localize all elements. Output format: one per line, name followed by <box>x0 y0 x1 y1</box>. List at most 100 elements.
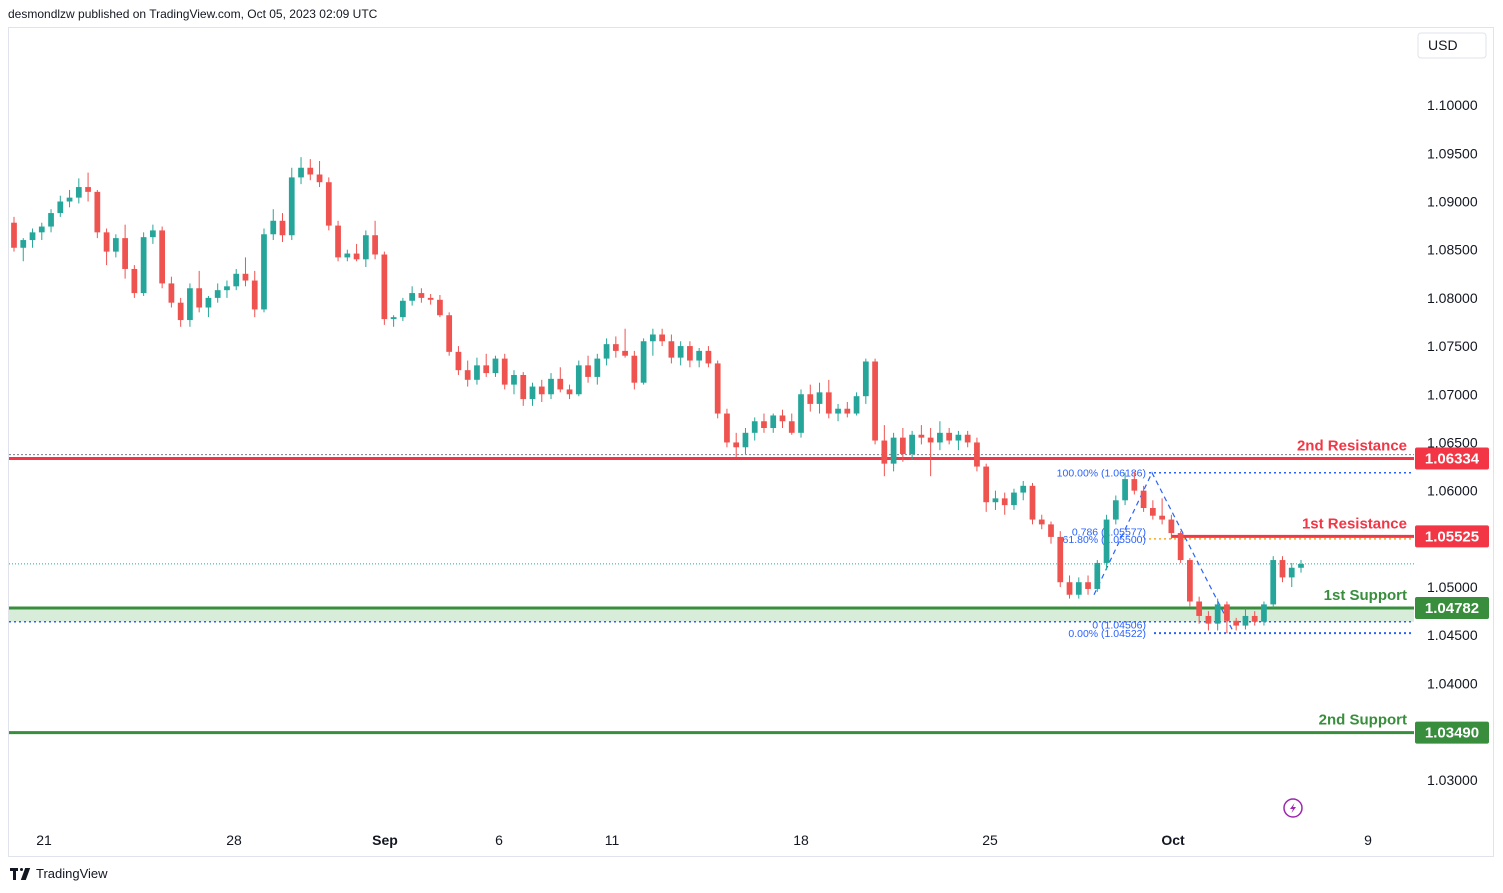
candle[interactable] <box>372 220 378 260</box>
candle[interactable] <box>640 338 647 385</box>
candle[interactable] <box>94 189 101 239</box>
candle[interactable] <box>381 251 388 325</box>
candle[interactable] <box>807 384 814 412</box>
candle[interactable] <box>1075 577 1082 599</box>
lightning-icon[interactable] <box>1283 798 1303 818</box>
candle[interactable] <box>474 357 480 385</box>
candle[interactable] <box>501 353 508 390</box>
candle[interactable] <box>11 216 17 252</box>
candle[interactable] <box>798 389 804 438</box>
candle[interactable] <box>242 257 249 287</box>
candle[interactable] <box>927 428 934 477</box>
candle[interactable] <box>251 270 258 318</box>
candle[interactable] <box>464 360 471 387</box>
candle[interactable] <box>881 425 888 477</box>
candle[interactable] <box>1279 556 1286 583</box>
candle[interactable] <box>122 224 128 279</box>
candle[interactable] <box>335 220 341 262</box>
candle[interactable] <box>955 430 962 451</box>
candle[interactable] <box>409 286 416 306</box>
candle[interactable] <box>1242 608 1249 630</box>
candle[interactable] <box>400 297 406 322</box>
price-chart[interactable]: 100.00% (1.06186)0.786 (1.05577)61.80% (… <box>9 28 1493 856</box>
candle[interactable] <box>455 346 462 375</box>
candle[interactable] <box>353 243 360 262</box>
candle[interactable] <box>844 401 851 418</box>
candle[interactable] <box>362 230 369 268</box>
candle[interactable] <box>946 428 953 445</box>
candle[interactable] <box>75 178 82 204</box>
candle[interactable] <box>937 421 943 451</box>
time-axis[interactable]: 21 28 Sep 6 11 18 25 Oct 9 <box>36 832 1372 848</box>
candle[interactable] <box>1233 617 1240 631</box>
candle[interactable] <box>742 428 749 455</box>
candle[interactable] <box>631 350 638 390</box>
candle[interactable] <box>1168 514 1175 539</box>
candle[interactable] <box>825 379 832 419</box>
candle[interactable] <box>1057 531 1064 588</box>
candle[interactable] <box>594 353 601 385</box>
candle[interactable] <box>538 379 545 402</box>
candle[interactable] <box>1224 601 1230 634</box>
candle[interactable] <box>1205 611 1212 631</box>
candle[interactable] <box>159 226 166 289</box>
candle[interactable] <box>529 382 536 406</box>
candle[interactable] <box>1149 500 1156 520</box>
candle[interactable] <box>390 315 397 327</box>
candle[interactable] <box>437 294 443 318</box>
candle[interactable] <box>325 177 332 231</box>
candle[interactable] <box>983 463 990 512</box>
candle[interactable] <box>687 341 693 368</box>
candle[interactable] <box>835 403 841 422</box>
candle[interactable] <box>1214 598 1221 631</box>
candle[interactable] <box>224 280 230 298</box>
currency-badge-box[interactable] <box>1417 32 1487 59</box>
price-axis[interactable]: USD 1.10000 1.09500 1.09000 1.08500 1.08000 1… <box>1417 32 1487 788</box>
candle[interactable] <box>288 167 295 241</box>
candle[interactable] <box>131 265 138 298</box>
candle[interactable] <box>187 283 193 327</box>
candle[interactable] <box>446 312 453 356</box>
candle[interactable] <box>261 228 267 313</box>
candle[interactable] <box>233 268 240 291</box>
candle[interactable] <box>85 172 91 202</box>
candle[interactable] <box>585 355 591 383</box>
candle[interactable] <box>270 209 277 241</box>
candle[interactable] <box>1196 596 1203 624</box>
candle[interactable] <box>29 228 36 248</box>
candle[interactable] <box>677 341 684 366</box>
candle[interactable] <box>1251 611 1258 626</box>
candle[interactable] <box>918 425 925 445</box>
candle[interactable] <box>668 334 675 364</box>
candle[interactable] <box>483 353 490 377</box>
candle[interactable] <box>140 232 147 296</box>
candle[interactable] <box>298 157 304 185</box>
candle[interactable] <box>20 238 27 262</box>
candle[interactable] <box>57 195 64 217</box>
candle[interactable] <box>779 409 786 428</box>
candle[interactable] <box>1103 514 1110 570</box>
candle[interactable] <box>1048 521 1054 544</box>
candle[interactable] <box>427 294 434 305</box>
candle[interactable] <box>650 328 656 356</box>
candle[interactable] <box>177 297 184 327</box>
candle[interactable] <box>196 270 203 313</box>
candle[interactable] <box>603 338 610 366</box>
candle[interactable] <box>770 413 777 433</box>
candle[interactable] <box>557 367 564 393</box>
candle[interactable] <box>1298 560 1304 573</box>
candle[interactable] <box>1038 514 1045 530</box>
candle[interactable] <box>964 430 971 448</box>
candle[interactable] <box>150 224 156 244</box>
candle[interactable] <box>168 276 175 308</box>
candle[interactable] <box>761 413 767 433</box>
candle[interactable] <box>1085 575 1091 595</box>
candle[interactable] <box>1270 556 1277 609</box>
candle[interactable] <box>705 346 712 368</box>
candle[interactable] <box>1112 495 1119 525</box>
candle[interactable] <box>1131 471 1138 495</box>
candle[interactable] <box>1187 558 1193 607</box>
candle[interactable] <box>48 209 54 233</box>
candle[interactable] <box>103 228 110 266</box>
candle[interactable] <box>612 336 619 358</box>
